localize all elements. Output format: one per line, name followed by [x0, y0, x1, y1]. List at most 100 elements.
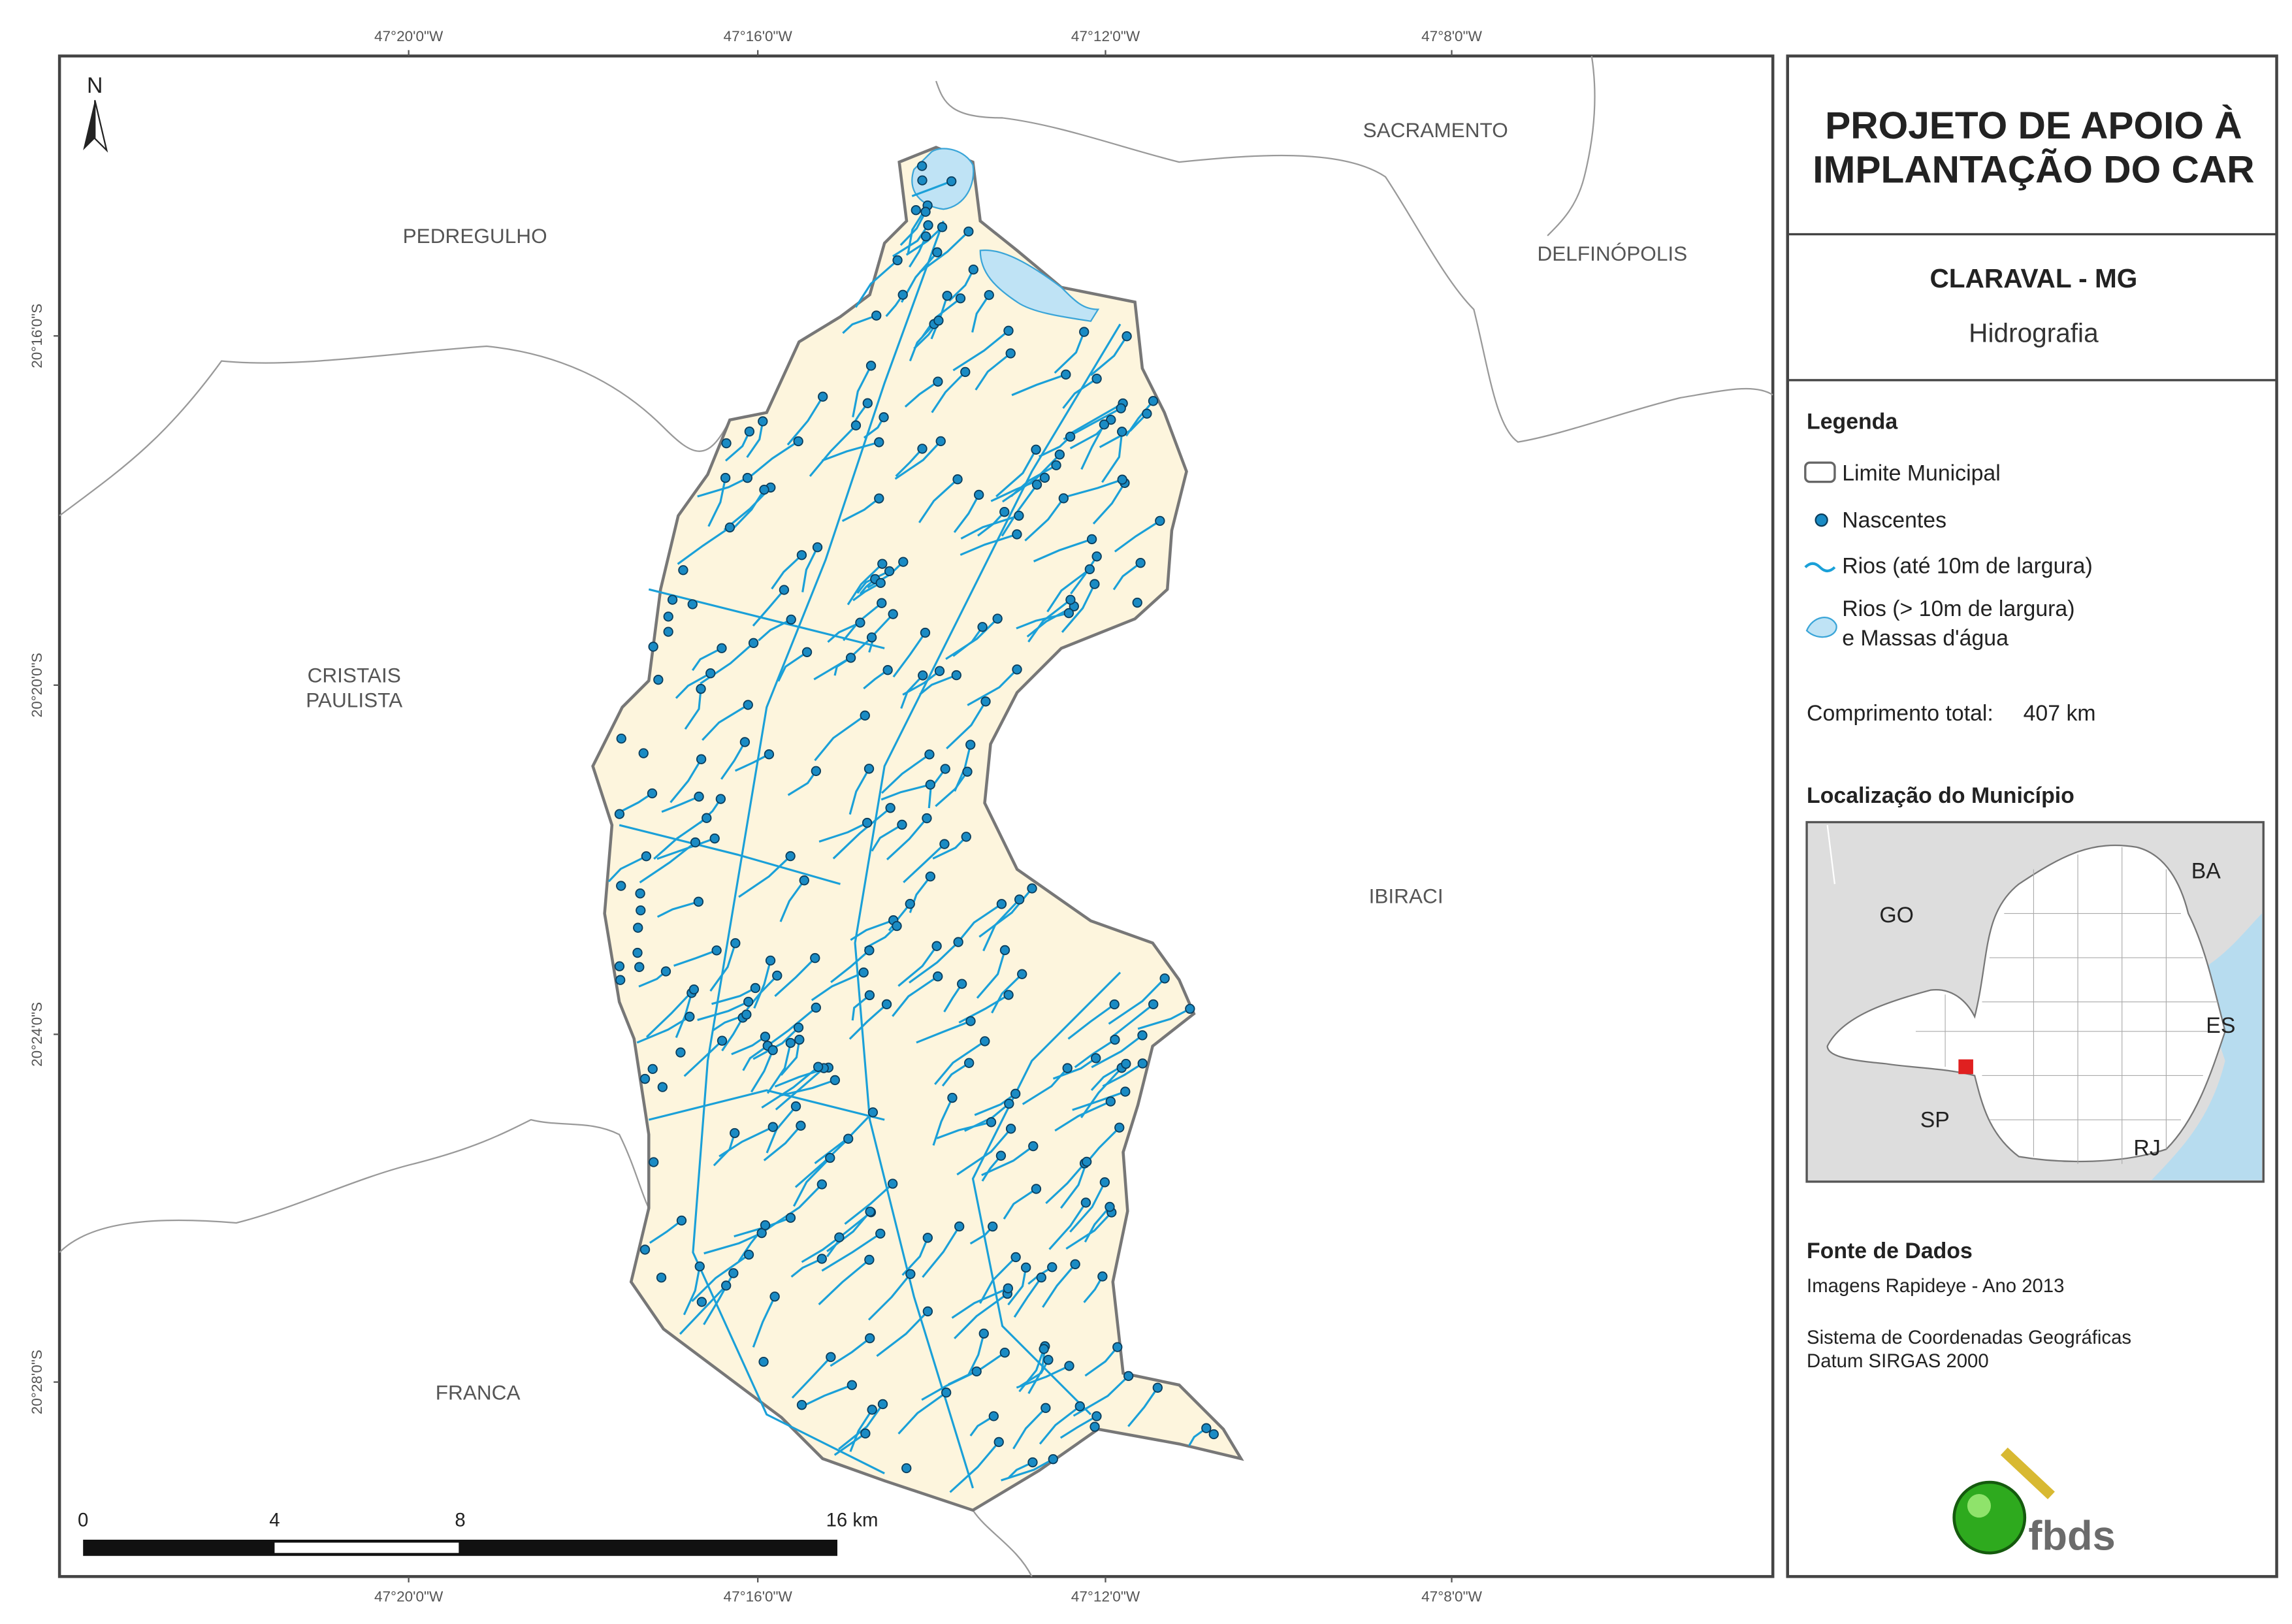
spring [864, 990, 875, 1001]
river [1039, 1405, 1081, 1445]
spring [935, 436, 946, 447]
spring [694, 1261, 705, 1272]
spring [653, 674, 664, 685]
spring [1105, 1096, 1116, 1107]
spring [1010, 1252, 1021, 1263]
river [1137, 1007, 1191, 1030]
river [871, 824, 903, 852]
river [670, 758, 702, 804]
spring [742, 472, 752, 483]
spring [678, 565, 688, 576]
spring [986, 1117, 997, 1128]
spring [1043, 1354, 1054, 1365]
spring [1159, 973, 1170, 984]
spring [917, 175, 928, 186]
legend-label: Limite Municipal [1842, 461, 2001, 485]
spring [793, 1022, 804, 1033]
spring [954, 1221, 965, 1232]
spring [1105, 1201, 1115, 1212]
river [774, 957, 816, 998]
spring [864, 764, 875, 774]
spring [934, 666, 945, 676]
river [932, 836, 967, 860]
left-coord-label: 20°28'0"S [29, 1350, 45, 1414]
spring [923, 220, 933, 231]
river [775, 1067, 825, 1111]
spring [743, 700, 753, 710]
river [684, 689, 702, 730]
spring [688, 984, 700, 995]
river [919, 674, 957, 696]
spring [1031, 479, 1042, 490]
spring [933, 316, 944, 326]
spring [796, 550, 807, 560]
bottom-coord-label: 47°12'0"W [1071, 1589, 1140, 1605]
river [1018, 1348, 1045, 1393]
river [649, 1220, 683, 1244]
spring [881, 999, 892, 1010]
top-coord-label: 47°20'0"W [374, 28, 444, 44]
spring [772, 970, 783, 981]
river [721, 1017, 744, 1052]
spring [693, 896, 704, 907]
spring [748, 638, 759, 649]
river [702, 704, 749, 741]
river [850, 919, 894, 941]
sources-title: Fonte de Dados [1807, 1239, 1973, 1263]
river [1065, 1211, 1112, 1250]
spring [875, 577, 886, 589]
river [1084, 1346, 1118, 1377]
legend-label: e Massas d'água [1842, 626, 2009, 651]
river [867, 1273, 912, 1321]
river [953, 494, 980, 533]
river [780, 1039, 801, 1076]
spring [818, 391, 828, 402]
river [1067, 478, 1123, 498]
spring [724, 522, 735, 533]
spring [816, 1179, 827, 1190]
spring [867, 1107, 879, 1118]
spring [687, 599, 698, 609]
boundary-line [1547, 56, 1596, 236]
river [854, 259, 899, 308]
spring [892, 920, 902, 932]
spring [1099, 1177, 1110, 1188]
river [697, 1001, 749, 1021]
river [1099, 413, 1148, 449]
spring [1121, 1058, 1131, 1069]
spring [920, 206, 931, 217]
river [707, 478, 727, 527]
river [1092, 482, 1126, 525]
river [894, 440, 942, 480]
river [849, 1409, 873, 1452]
spring [1064, 1361, 1074, 1371]
spring [1116, 403, 1126, 414]
spring [657, 1082, 668, 1092]
spring [1097, 1271, 1108, 1282]
spring [739, 737, 751, 747]
river [904, 380, 939, 408]
spring [717, 643, 727, 653]
spring [940, 764, 950, 774]
river [1091, 1034, 1143, 1069]
spring [615, 975, 626, 985]
river [902, 670, 941, 696]
river [750, 1049, 774, 1093]
river [903, 843, 946, 883]
river [826, 1210, 871, 1252]
spring [743, 1249, 754, 1260]
spring [947, 1092, 958, 1103]
spring [1155, 515, 1165, 527]
inset-border [1826, 824, 1836, 885]
spring [992, 613, 1003, 624]
state-label: SP [1920, 1107, 1950, 1132]
spring [1137, 1058, 1148, 1069]
spring [614, 809, 625, 819]
river [931, 371, 966, 414]
spring [639, 1073, 651, 1084]
river [900, 674, 924, 709]
river [852, 365, 872, 417]
spring [785, 1212, 796, 1223]
river [918, 478, 959, 523]
